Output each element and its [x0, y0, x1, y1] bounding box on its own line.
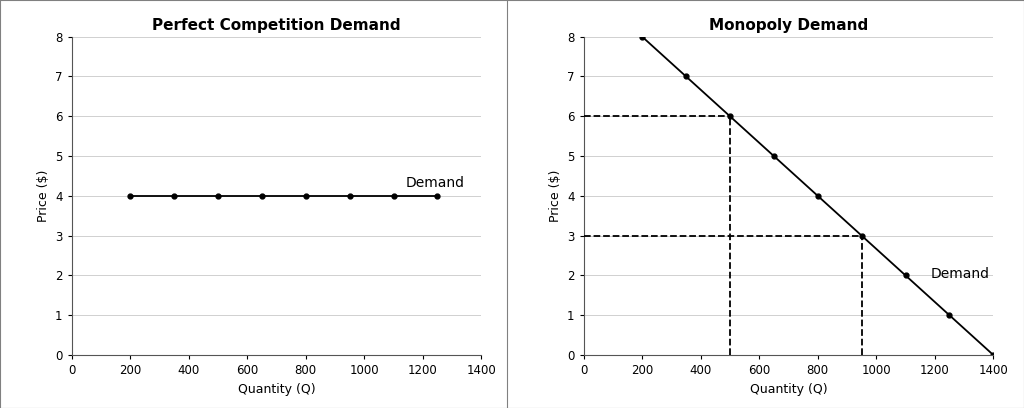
X-axis label: Quantity (Q): Quantity (Q)	[750, 383, 827, 395]
Text: Demand: Demand	[931, 267, 989, 282]
Text: Demand: Demand	[406, 176, 464, 190]
Title: Monopoly Demand: Monopoly Demand	[709, 18, 868, 33]
X-axis label: Quantity (Q): Quantity (Q)	[238, 383, 315, 395]
Y-axis label: Price ($): Price ($)	[549, 170, 561, 222]
Title: Perfect Competition Demand: Perfect Competition Demand	[153, 18, 400, 33]
Y-axis label: Price ($): Price ($)	[37, 170, 49, 222]
